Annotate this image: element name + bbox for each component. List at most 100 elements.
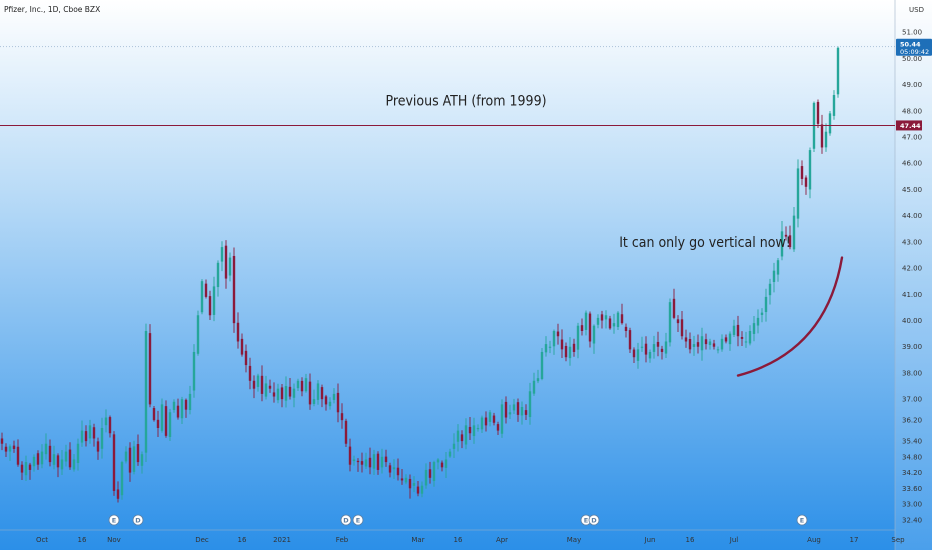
candle-body <box>492 415 496 423</box>
event-badge[interactable]: D <box>340 514 352 526</box>
candle-body <box>444 459 448 468</box>
candle <box>816 99 820 129</box>
candle-body <box>332 393 336 400</box>
candle-body <box>528 391 532 418</box>
candle <box>360 452 364 473</box>
candle <box>296 378 300 391</box>
candle <box>80 420 84 447</box>
candle <box>396 458 400 481</box>
candle <box>376 451 380 475</box>
candle <box>48 439 52 467</box>
candle-body <box>136 444 140 463</box>
candle <box>464 418 468 450</box>
event-badge[interactable]: E <box>796 514 808 526</box>
candle <box>392 459 396 480</box>
candle-body <box>600 314 604 321</box>
candle <box>184 398 188 418</box>
candle <box>568 337 572 366</box>
candle-body <box>580 325 584 331</box>
candle <box>128 442 132 482</box>
candle-body <box>344 420 348 444</box>
event-badge-circle <box>132 514 144 526</box>
candle-body <box>656 341 660 347</box>
candle-body <box>400 478 404 481</box>
candle-body <box>292 388 296 398</box>
candle <box>164 400 168 438</box>
candle-body <box>448 451 452 457</box>
candle <box>756 309 760 334</box>
candle-body <box>68 449 72 468</box>
candle-body <box>516 402 520 415</box>
candle-body <box>828 113 832 134</box>
event-badge[interactable]: E <box>352 514 364 526</box>
candle <box>284 376 288 408</box>
candle-body <box>460 434 464 442</box>
candle <box>608 315 612 330</box>
candle-body <box>348 446 352 465</box>
candle-body <box>280 387 284 400</box>
overlay-layer: Previous ATH (from 1999) It can only go v… <box>0 46 895 377</box>
candle-body <box>488 412 492 422</box>
candle <box>588 311 592 348</box>
event-badge[interactable]: E <box>108 514 120 526</box>
candle <box>776 258 780 282</box>
candle-body <box>64 451 68 462</box>
candle <box>432 460 436 487</box>
candle-body <box>44 443 48 455</box>
candle-body <box>276 388 280 401</box>
x-tick-label: Dec <box>195 536 209 544</box>
candle-body <box>384 456 388 463</box>
candle <box>44 433 48 460</box>
x-tick-label: 2021 <box>273 536 291 544</box>
candle-body <box>184 399 188 410</box>
candle <box>572 338 576 357</box>
candle <box>292 383 296 408</box>
candle <box>412 476 416 493</box>
candle-body <box>216 262 220 288</box>
candle <box>232 247 236 333</box>
candle <box>532 372 536 396</box>
candle-body <box>116 489 120 499</box>
candle <box>192 344 196 398</box>
candle <box>524 404 528 421</box>
candle <box>772 262 776 293</box>
candle <box>684 329 688 348</box>
candle <box>700 327 704 361</box>
x-tick-label: Jul <box>729 536 739 544</box>
candle-body <box>464 425 468 445</box>
candle-body <box>548 346 552 348</box>
ath-price-value: 47.44 <box>900 122 921 130</box>
candle-body <box>204 283 208 297</box>
candle-body <box>248 365 252 381</box>
y-tick-label: 34.80 <box>902 453 922 461</box>
candle <box>36 450 40 470</box>
x-tick-label: 16 <box>686 536 695 544</box>
candle <box>668 298 672 347</box>
candle <box>160 398 164 433</box>
candle-body <box>372 454 376 469</box>
candle <box>416 481 420 497</box>
candle <box>736 315 740 347</box>
candle-body <box>24 462 28 476</box>
candle <box>228 252 232 282</box>
x-tick-label: May <box>567 536 581 544</box>
candle-body <box>212 286 216 315</box>
candle <box>548 340 552 354</box>
candle <box>512 398 516 414</box>
candle <box>504 396 508 424</box>
candle-body <box>308 381 312 405</box>
current-price-box <box>896 38 932 56</box>
y-tick-label: 39.00 <box>902 343 922 351</box>
candle-body <box>732 325 736 335</box>
candle <box>800 160 804 186</box>
candle-body <box>804 177 808 187</box>
candle <box>144 323 148 462</box>
event-badge[interactable]: D <box>588 514 600 526</box>
candle-body <box>772 270 776 283</box>
candle-body <box>416 486 420 494</box>
candle-body <box>688 338 692 350</box>
event-badge[interactable]: D <box>132 514 144 526</box>
candle-body <box>164 406 168 436</box>
candle-body <box>120 462 124 496</box>
